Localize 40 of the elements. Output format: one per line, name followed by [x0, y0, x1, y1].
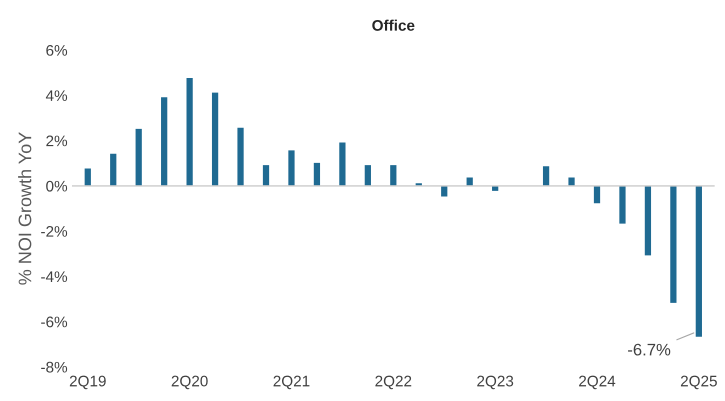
- bar: [134, 127, 144, 187]
- bar: [185, 76, 194, 187]
- x-tick-label: 2Q23: [477, 376, 514, 390]
- bar: [160, 96, 169, 187]
- bar: [236, 126, 246, 187]
- bar: [542, 164, 551, 187]
- bar: [210, 91, 220, 187]
- bar: [465, 176, 474, 187]
- bar: [286, 148, 296, 187]
- bar: [643, 185, 652, 257]
- bar: [108, 152, 118, 187]
- x-tick-label: 2Q20: [172, 376, 208, 390]
- y-tick-label: 6%: [46, 44, 68, 56]
- bar: [592, 185, 602, 205]
- bar: [440, 185, 449, 198]
- bar: [618, 185, 627, 226]
- x-tick-label: 2Q21: [274, 376, 310, 390]
- bar: [83, 167, 92, 187]
- bar: [363, 164, 372, 187]
- y-tick-label: 2%: [46, 136, 68, 146]
- x-tick-label: 2Q22: [375, 376, 412, 390]
- bar: [312, 161, 322, 187]
- y-tick-label: -6%: [41, 316, 68, 328]
- y-axis-title: % NOI Growth YoY: [18, 132, 32, 285]
- y-tick-label: -4%: [41, 271, 68, 282]
- bar: [261, 164, 271, 187]
- y-tick-label: 4%: [46, 90, 68, 102]
- y-tick-label: 0%: [46, 180, 68, 192]
- annotation: -6.7%: [628, 344, 670, 356]
- bar: [567, 176, 576, 187]
- chart-title: Office: [372, 20, 414, 31]
- y-tick-label: -2%: [41, 226, 68, 237]
- bar: [338, 141, 347, 187]
- x-tick-label: 2Q24: [579, 376, 616, 390]
- bar: [388, 164, 398, 187]
- bar: [668, 185, 678, 304]
- y-tick-label: -8%: [41, 362, 68, 373]
- x-tick-label: 2Q25: [680, 376, 717, 390]
- bar: [694, 185, 704, 338]
- x-tick-label: 2Q19: [70, 376, 106, 390]
